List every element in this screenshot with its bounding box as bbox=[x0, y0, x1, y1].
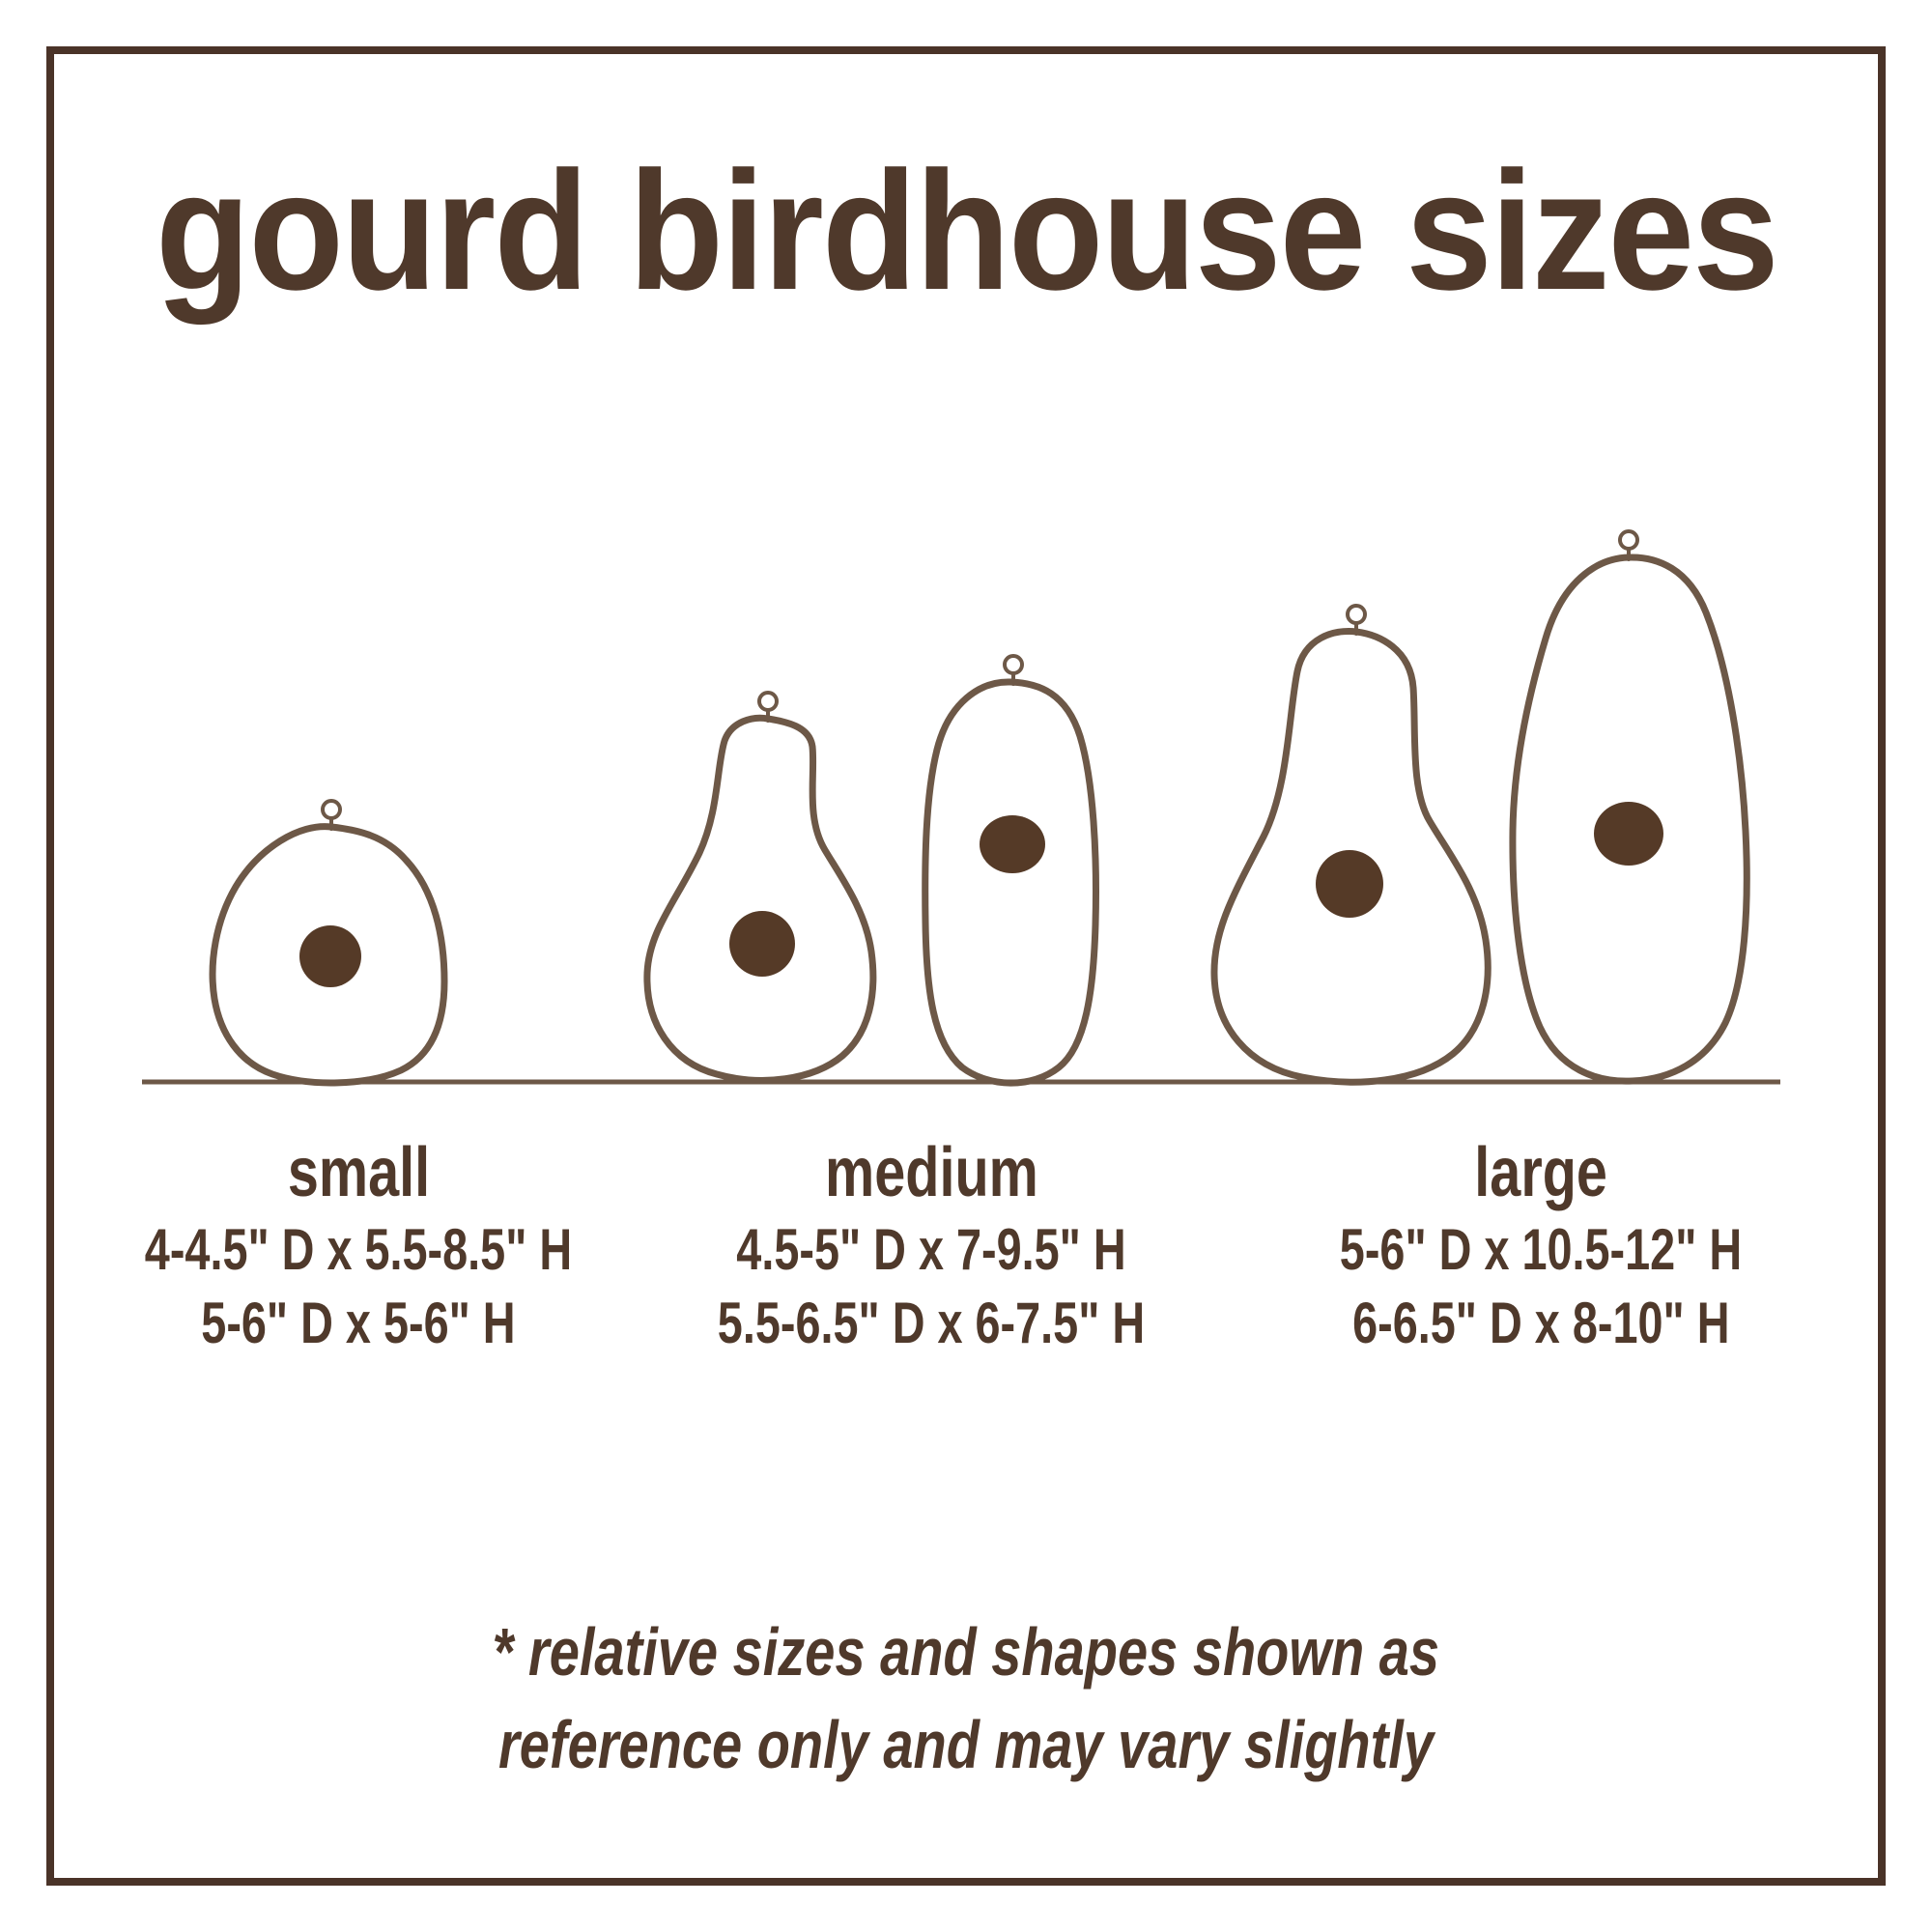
size-column-large: large 5-6" D x 10.5-12" H 6-6.5" D x 8-1… bbox=[1283, 1132, 1799, 1360]
medium-tall-gourd-entrance-hole bbox=[980, 815, 1045, 873]
size-dim-small-2: 5-6" D x 5-6" H bbox=[84, 1287, 632, 1360]
small-gourd-hanging-loop-icon bbox=[321, 799, 342, 820]
size-dim-medium-1-text: 4.5-5" D x 7-9.5" H bbox=[736, 1217, 1126, 1282]
size-dim-large-1: 5-6" D x 10.5-12" H bbox=[1283, 1213, 1799, 1287]
small-gourd bbox=[209, 799, 448, 1087]
large-pear-gourd-outline bbox=[1210, 628, 1492, 1086]
footnote-line-2: reference only and may vary slightly bbox=[498, 1707, 1434, 1782]
size-name-large-text: large bbox=[1474, 1134, 1607, 1211]
large-tall-gourd-entrance-hole bbox=[1594, 802, 1663, 866]
size-name-small-text: small bbox=[287, 1134, 430, 1211]
footnote: * relative sizes and shapes shown as ref… bbox=[0, 1605, 1932, 1791]
medium-pear-gourd-hanging-loop-icon bbox=[757, 691, 779, 712]
size-name-medium: medium bbox=[657, 1132, 1205, 1213]
size-dim-small-2-text: 5-6" D x 5-6" H bbox=[201, 1291, 516, 1355]
medium-tall-gourd-outline bbox=[922, 678, 1099, 1087]
size-dim-large-1-text: 5-6" D x 10.5-12" H bbox=[1339, 1217, 1743, 1282]
size-name-small: small bbox=[84, 1132, 632, 1213]
size-column-small: small 4-4.5" D x 5.5-8.5" H 5-6" D x 5-6… bbox=[84, 1132, 632, 1360]
size-dim-medium-2-text: 5.5-6.5" D x 6-7.5" H bbox=[717, 1291, 1146, 1355]
large-pear-gourd bbox=[1210, 604, 1492, 1086]
size-dim-small-1: 4-4.5" D x 5.5-8.5" H bbox=[84, 1213, 632, 1287]
size-dim-medium-2: 5.5-6.5" D x 6-7.5" H bbox=[657, 1287, 1205, 1360]
size-dim-medium-1: 4.5-5" D x 7-9.5" H bbox=[657, 1213, 1205, 1287]
medium-tall-gourd-hanging-loop-icon bbox=[1003, 654, 1024, 675]
size-dim-large-2: 6-6.5" D x 8-10" H bbox=[1283, 1287, 1799, 1360]
small-gourd-outline bbox=[209, 823, 448, 1087]
size-name-medium-text: medium bbox=[824, 1134, 1038, 1211]
medium-pear-gourd-entrance-hole bbox=[729, 911, 795, 977]
medium-tall-gourd bbox=[922, 654, 1099, 1087]
large-tall-gourd-hanging-loop-icon bbox=[1618, 529, 1639, 551]
size-dim-small-1-text: 4-4.5" D x 5.5-8.5" H bbox=[144, 1217, 573, 1282]
page-title-text: gourd birdhouse sizes bbox=[155, 137, 1779, 326]
page-title: gourd birdhouse sizes bbox=[0, 135, 1932, 328]
medium-pear-gourd bbox=[643, 691, 877, 1084]
footnote-line-1: * relative sizes and shapes shown as bbox=[492, 1614, 1440, 1690]
large-tall-gourd bbox=[1509, 529, 1750, 1085]
medium-pear-gourd-outline bbox=[643, 714, 877, 1084]
size-dim-large-2-text: 6-6.5" D x 8-10" H bbox=[1351, 1291, 1730, 1355]
large-pear-gourd-hanging-loop-icon bbox=[1346, 604, 1367, 625]
size-name-large: large bbox=[1283, 1132, 1799, 1213]
large-pear-gourd-entrance-hole bbox=[1316, 850, 1383, 918]
size-column-medium: medium 4.5-5" D x 7-9.5" H 5.5-6.5" D x … bbox=[657, 1132, 1205, 1360]
large-tall-gourd-outline bbox=[1509, 554, 1750, 1085]
small-gourd-entrance-hole bbox=[299, 925, 361, 987]
